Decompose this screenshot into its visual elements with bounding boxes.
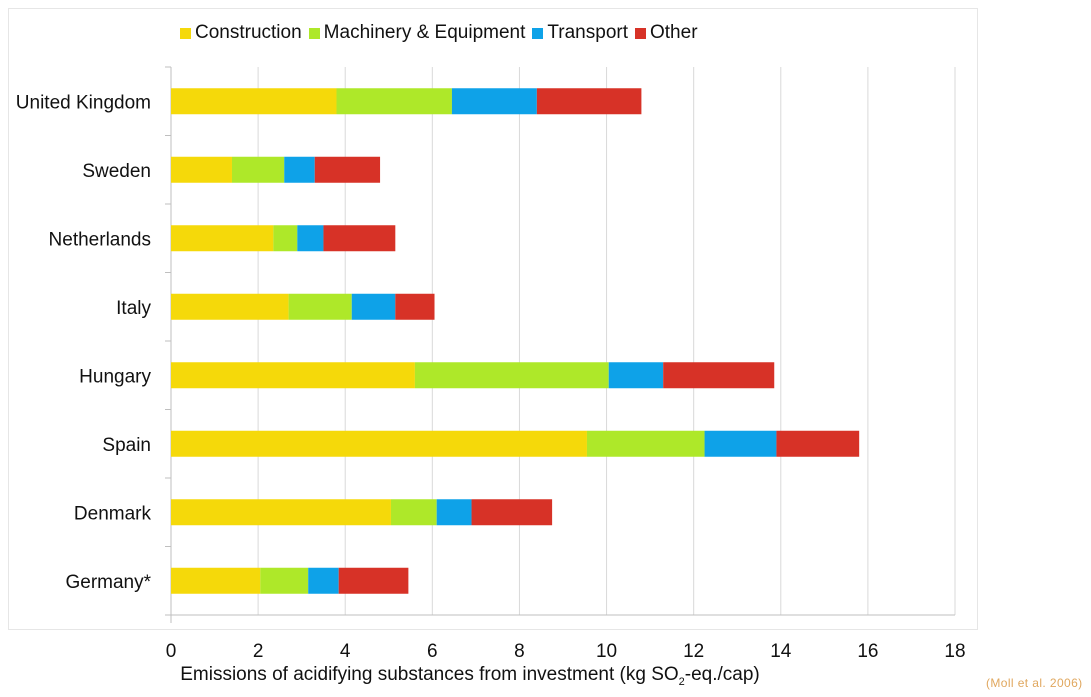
bar-chart: 0 2 4 6 8 10 12 14 16 18 United Kingdom Sweden Nethe… — [16, 66, 966, 662]
bar-3-0 — [171, 293, 289, 320]
legend-label-2: Transport — [547, 22, 628, 43]
bar-5-0 — [171, 430, 587, 457]
legend-swatch-0 — [180, 27, 191, 39]
legend-swatch-2 — [532, 27, 544, 39]
x-tick-label-3: 6 — [427, 641, 438, 662]
x-tick-label-2: 4 — [340, 641, 351, 662]
bar-1-1 — [231, 156, 285, 183]
bar-3-2 — [351, 293, 396, 320]
bar-2-1 — [273, 225, 298, 252]
x-tick-label-0: 0 — [166, 641, 177, 662]
x-tick-label-5: 10 — [596, 641, 617, 662]
bar-4-2 — [608, 362, 664, 389]
legend-label-0: Construction — [195, 22, 302, 43]
x-tick-label-6: 12 — [683, 641, 704, 662]
category-label-1: Sweden — [82, 161, 151, 182]
legend-label-3: Other — [650, 22, 698, 43]
legend-item-0: Construction — [180, 22, 302, 44]
bar-6-0 — [171, 499, 391, 526]
x-tick-label-4: 8 — [514, 641, 525, 662]
bar-3-3 — [395, 293, 435, 320]
category-label-7: Germany* — [65, 572, 151, 593]
bar-7-0 — [171, 567, 261, 594]
bar-7-3 — [338, 567, 409, 594]
legend-item-2: Transport — [532, 22, 628, 44]
legend-swatch-3 — [635, 27, 646, 39]
bar-2-2 — [297, 225, 324, 252]
legend-item-3: Other — [635, 22, 698, 44]
legend-item-1: Machinery & Equipment — [308, 22, 526, 44]
bar-5-1 — [586, 430, 705, 457]
bar-0-2 — [451, 88, 537, 115]
bar-1-2 — [284, 156, 315, 183]
category-label-4: Hungary — [79, 366, 151, 387]
bar-7-2 — [308, 567, 339, 594]
bar-4-3 — [663, 362, 775, 389]
x-tick-label-7: 14 — [770, 641, 792, 662]
bar-3-1 — [288, 293, 352, 320]
bar-0-0 — [171, 88, 337, 115]
bar-7-1 — [260, 567, 309, 594]
bar-6-1 — [390, 499, 437, 526]
bar-0-3 — [536, 88, 642, 115]
legend-swatch-1 — [308, 27, 320, 39]
bar-0-1 — [336, 88, 452, 115]
source-citation: (Moll et al. 2006) — [986, 676, 1083, 690]
category-label-0: United Kingdom — [16, 92, 151, 113]
bar-2-3 — [323, 225, 396, 252]
x-tick-label-8: 16 — [857, 641, 878, 662]
category-label-3: Italy — [116, 298, 151, 319]
category-label-6: Denmark — [74, 503, 152, 524]
chart-frame — [8, 8, 978, 630]
x-tick-label-1: 2 — [253, 641, 264, 662]
x-tick-label-9: 18 — [944, 641, 965, 662]
category-label-5: Spain — [102, 435, 151, 456]
bar-2-0 — [171, 225, 274, 252]
bar-1-3 — [314, 156, 381, 183]
bar-1-0 — [171, 156, 232, 183]
legend-label-1: Machinery & Equipment — [323, 22, 526, 43]
bar-5-3 — [776, 430, 860, 457]
chart-legend: Construction Machinery & Equipment Transpo… — [180, 22, 705, 44]
bar-5-2 — [704, 430, 777, 457]
x-axis-label: Emissions of acidifying substances from … — [180, 664, 760, 688]
bar-6-3 — [471, 499, 553, 526]
bar-4-0 — [171, 362, 415, 389]
bar-6-2 — [436, 499, 472, 526]
category-label-2: Netherlands — [49, 229, 151, 250]
bar-4-1 — [414, 362, 609, 389]
